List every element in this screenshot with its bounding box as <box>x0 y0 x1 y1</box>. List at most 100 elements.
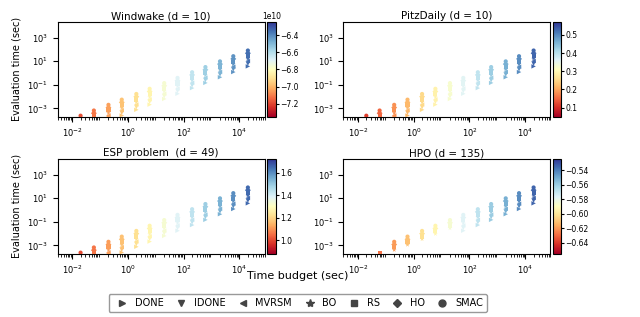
Point <box>172 215 182 220</box>
Point <box>172 83 182 88</box>
Point <box>145 223 155 228</box>
Point <box>131 228 141 233</box>
Y-axis label: Evaluation time (sec): Evaluation time (sec) <box>12 154 21 258</box>
Point <box>159 226 170 231</box>
Point <box>389 108 399 113</box>
Point <box>514 204 524 209</box>
Point <box>389 239 399 244</box>
Point <box>228 193 239 198</box>
Title: ESP problem  (d = 49): ESP problem (d = 49) <box>104 148 219 158</box>
Point <box>458 225 468 230</box>
Point <box>200 70 211 75</box>
Point <box>215 196 225 201</box>
Point <box>145 229 155 234</box>
Point <box>172 218 182 223</box>
Point <box>200 75 211 80</box>
Y-axis label: Evaluation time (sec): Evaluation time (sec) <box>12 17 21 121</box>
Point <box>228 62 239 67</box>
Point <box>243 59 253 64</box>
Point <box>403 110 413 115</box>
Point <box>500 212 511 217</box>
Point <box>500 59 511 64</box>
Point <box>159 231 170 236</box>
Point <box>215 59 225 64</box>
Point <box>243 196 253 201</box>
Point <box>243 56 253 61</box>
Point <box>361 121 371 126</box>
Point <box>389 105 399 110</box>
Point <box>228 59 239 64</box>
Point <box>374 111 385 116</box>
Point <box>228 64 239 69</box>
Point <box>514 54 524 59</box>
Point <box>103 245 113 250</box>
Point <box>76 256 86 261</box>
Point <box>215 204 225 209</box>
Point <box>159 220 170 225</box>
Point <box>389 115 399 120</box>
Point <box>228 191 239 196</box>
Point <box>529 51 539 56</box>
Point <box>187 83 197 88</box>
Point <box>500 206 511 211</box>
Point <box>131 236 141 242</box>
Point <box>529 191 539 196</box>
Point <box>200 67 211 72</box>
Point <box>403 105 413 110</box>
Point <box>76 124 86 129</box>
Point <box>361 119 371 124</box>
Point <box>187 72 197 77</box>
Point <box>473 207 483 212</box>
Point <box>172 223 182 228</box>
Point <box>76 263 86 268</box>
Point <box>473 75 483 80</box>
Point <box>445 226 455 231</box>
Point <box>417 231 428 236</box>
Point <box>116 247 127 252</box>
Text: Time budget (sec): Time budget (sec) <box>247 271 348 281</box>
Point <box>228 201 239 206</box>
Point <box>514 206 524 211</box>
Point <box>486 202 496 207</box>
Point <box>500 64 511 69</box>
Title: PitzDaily (d = 10): PitzDaily (d = 10) <box>401 11 493 22</box>
Point <box>215 201 225 206</box>
Point <box>389 245 399 250</box>
Point <box>486 217 496 223</box>
Point <box>403 237 413 242</box>
Point <box>172 221 182 226</box>
Point <box>159 223 170 228</box>
Point <box>430 86 440 91</box>
Point <box>529 48 539 53</box>
Point <box>159 83 170 88</box>
Point <box>145 236 155 242</box>
Point <box>430 92 440 97</box>
Point <box>500 201 511 206</box>
Point <box>145 94 155 100</box>
Point <box>473 215 483 220</box>
Point <box>63 134 73 139</box>
Point <box>76 253 86 258</box>
Point <box>89 250 99 256</box>
Point <box>76 121 86 126</box>
Point <box>187 75 197 80</box>
Point <box>200 73 211 78</box>
Point <box>103 239 113 244</box>
Point <box>389 110 399 115</box>
Point <box>63 126 73 131</box>
Point <box>131 102 141 107</box>
Point <box>374 121 385 126</box>
Point <box>445 91 455 96</box>
Point <box>458 83 468 88</box>
Point <box>187 220 197 225</box>
Point <box>159 94 170 99</box>
Point <box>243 48 253 53</box>
Point <box>243 198 253 203</box>
Point <box>361 113 371 118</box>
Point <box>514 196 524 201</box>
Point <box>458 78 468 83</box>
Point <box>403 113 413 118</box>
Point <box>63 129 73 134</box>
Point <box>403 100 413 105</box>
Point <box>529 196 539 201</box>
